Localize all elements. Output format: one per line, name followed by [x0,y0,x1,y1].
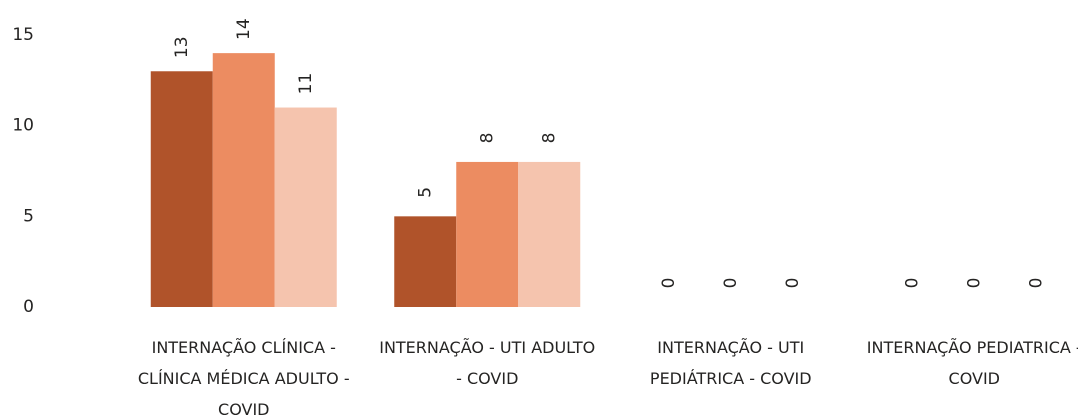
bar [274,107,337,308]
data-label: 0 [1026,278,1046,289]
y-tick-label: 10 [12,116,34,136]
data-label: 0 [964,278,984,289]
data-label: 0 [902,278,922,289]
bar [518,161,581,307]
data-label: 5 [415,187,435,198]
bar [150,71,213,308]
x-tick-label: INTERNAÇÃO - UTI ADULTO - COVID [379,338,596,388]
bar [456,161,519,307]
data-label: 8 [477,133,497,144]
x-tick-label: INTERNAÇÃO - UTI PEDIÁTRICA - COVID [649,338,812,388]
y-tick-label: 0 [23,297,34,317]
y-tick-label: 5 [23,206,34,226]
y-tick-label: 15 [12,25,34,45]
bar [212,53,275,308]
data-label: 0 [659,278,679,289]
data-label: 0 [783,278,803,289]
data-label: 14 [234,18,254,40]
x-tick-label: INTERNAÇÃO PEDIATRICA - COVID [866,338,1078,388]
data-label: 11 [296,73,316,95]
data-label: 0 [721,278,741,289]
data-label: 13 [172,36,192,58]
x-tick-label: INTERNAÇÃO CLÍNICA - CLÍNICA MÉDICA ADUL… [137,338,350,416]
data-label: 8 [539,133,559,144]
bar [394,216,457,307]
